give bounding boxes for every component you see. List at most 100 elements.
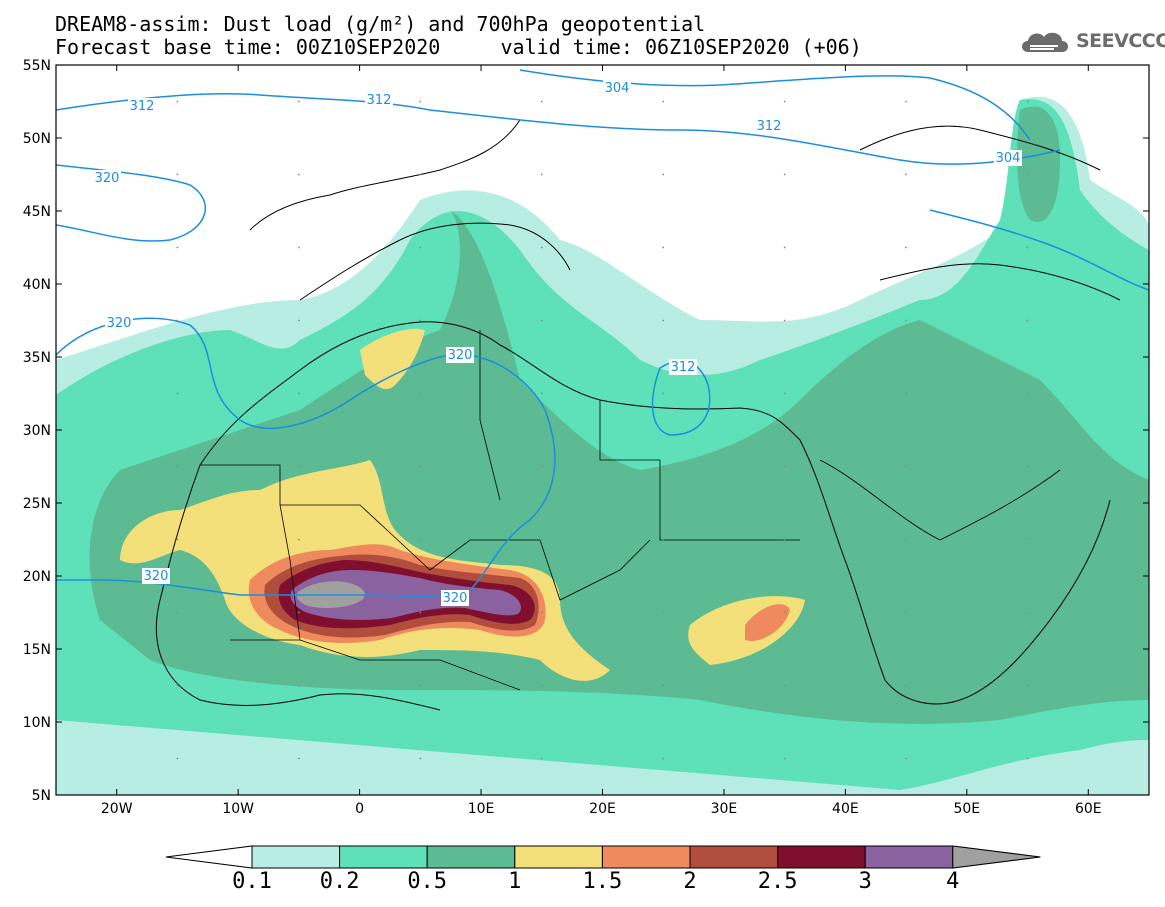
grid-dot — [1026, 611, 1029, 614]
colorbar-label: 3 — [859, 869, 872, 894]
dust-level-1.5-east — [745, 604, 790, 641]
grid-dot — [1026, 465, 1029, 468]
grid-dot — [419, 246, 422, 249]
grid-dot — [783, 757, 786, 760]
colorbar-label: 2 — [683, 869, 696, 894]
lat-label: 50N — [23, 131, 51, 147]
colorbar-label: 4 — [946, 869, 959, 894]
grid-dot — [540, 392, 543, 395]
coastlines — [155, 119, 1121, 711]
grid-dot — [662, 757, 665, 760]
grid-dot — [783, 465, 786, 468]
contour-label-304-a: 304 — [605, 81, 630, 96]
dust-level-0.5-north — [1017, 106, 1060, 222]
lat-label: 10N — [23, 715, 51, 731]
grid-dot — [783, 173, 786, 176]
map-title: DREAM8-assim: Dust load (g/m²) and 700hP… — [55, 12, 706, 36]
grid-dot — [419, 100, 422, 103]
grid-dot — [419, 538, 422, 541]
colorbar-label: 0.5 — [407, 869, 447, 894]
contour-label-320-b: 320 — [107, 316, 132, 331]
dust-level-1-algeria — [360, 328, 425, 390]
colorbar-swatch — [339, 845, 428, 869]
grid-dot — [540, 684, 543, 687]
lat-label: 45N — [23, 204, 51, 220]
grid-dot — [1026, 246, 1029, 249]
grid-dot — [297, 757, 300, 760]
grid-dot — [662, 611, 665, 614]
colorbar-swatch — [251, 845, 341, 869]
grid-dot — [905, 538, 908, 541]
grid-dot — [905, 319, 908, 322]
seevccc-logo: SEEVCCC — [1018, 24, 1165, 58]
cloud-icon — [1022, 32, 1068, 52]
lon-label: 20W — [101, 801, 133, 817]
grid-dot — [419, 392, 422, 395]
grid-dot — [662, 246, 665, 249]
contour-label-312-a: 312 — [130, 99, 155, 114]
grid-dot — [783, 246, 786, 249]
grid-dot — [176, 392, 179, 395]
grid-dot — [662, 100, 665, 103]
grid-dot — [783, 611, 786, 614]
grid-dot — [176, 319, 179, 322]
contour-label-312-d: 312 — [671, 360, 696, 375]
grid-dot — [297, 684, 300, 687]
grid-dot — [783, 392, 786, 395]
grid-dots — [176, 100, 1029, 760]
grid-dot — [662, 465, 665, 468]
grid-dot — [905, 100, 908, 103]
lon-label: 30E — [711, 801, 738, 817]
grid-dot — [540, 173, 543, 176]
grid-dot — [419, 319, 422, 322]
grid-dot — [419, 173, 422, 176]
dust-field: 312 312 304 312 304 320 — [56, 65, 1149, 795]
contour-label-312-c: 312 — [757, 119, 782, 134]
grid-dot — [662, 173, 665, 176]
colorbar-arrow-right — [952, 845, 1041, 869]
grid-dot — [783, 538, 786, 541]
lon-label: 10W — [222, 801, 254, 817]
colorbar-label: 0.1 — [232, 869, 272, 894]
colorbar-swatch — [777, 845, 866, 869]
grid-dot — [662, 319, 665, 322]
contour-label-312-b: 312 — [367, 93, 392, 108]
grid-dot — [176, 465, 179, 468]
grid-dot — [1026, 173, 1029, 176]
lat-label: 55N — [23, 58, 51, 74]
lat-label: 25N — [23, 496, 51, 512]
lat-label: 40N — [23, 277, 51, 293]
contour-label-320-c: 320 — [448, 348, 473, 363]
lon-label: 0 — [355, 801, 364, 817]
grid-dot — [297, 319, 300, 322]
colorbar-label: 2.5 — [758, 869, 798, 894]
colorbar-label: 1.5 — [583, 869, 623, 894]
grid-dot — [176, 684, 179, 687]
grid-dot — [783, 684, 786, 687]
grid-dot — [540, 319, 543, 322]
contour-label-304-b: 304 — [996, 151, 1021, 166]
grid-dot — [297, 173, 300, 176]
grid-dot — [1026, 538, 1029, 541]
grid-dot — [905, 173, 908, 176]
contour-label-320-d: 320 — [144, 569, 169, 584]
logo-text: SEEVCCC — [1076, 30, 1165, 52]
grid-dot — [540, 246, 543, 249]
grid-dot — [176, 100, 179, 103]
contour-labels: 312 312 304 312 304 320 — [93, 80, 1022, 606]
colorbar-label: 1 — [508, 869, 521, 894]
latitude-axis: 55N 50N 45N 40N 35N 30N 25N 20N 15N 10N 5N — [23, 58, 1149, 804]
grid-dot — [1026, 757, 1029, 760]
grid-dot — [297, 392, 300, 395]
grid-dot — [540, 100, 543, 103]
colorbar: 0.1 0.2 0.5 1 1.5 2 2.5 3 4 — [165, 845, 1041, 894]
grid-dot — [540, 757, 543, 760]
grid-dot — [905, 392, 908, 395]
lon-label: 60E — [1075, 801, 1102, 817]
lon-label: 50E — [953, 801, 980, 817]
grid-dot — [176, 757, 179, 760]
contour-label-320-e: 320 — [443, 591, 468, 606]
grid-dot — [297, 465, 300, 468]
colorbar-swatch — [864, 845, 954, 869]
